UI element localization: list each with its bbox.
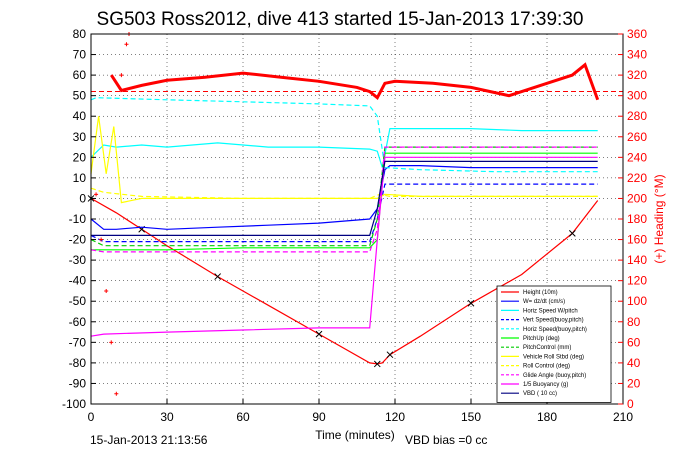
- legend-label: PitchUp (deg): [523, 336, 560, 342]
- legend-label: PitchControl (mm): [523, 345, 571, 351]
- right-tick-label: 300: [627, 89, 647, 103]
- right-tick-label: 80: [627, 315, 641, 329]
- series-line-4: [90, 97, 598, 173]
- right-tick-label: 340: [627, 48, 647, 62]
- x-tick-label: 180: [537, 410, 557, 424]
- series-line-8: [90, 187, 598, 199]
- series-line-6: [90, 146, 598, 247]
- heading-marker: [94, 192, 99, 197]
- series-line-3: [90, 183, 598, 243]
- right-tick-label: 160: [627, 233, 647, 247]
- legend-label: VBD ( 10 cc): [523, 391, 557, 397]
- series-line-10: [90, 156, 598, 337]
- x-tick-label: 60: [236, 410, 250, 424]
- left-tick-label: -80: [69, 356, 87, 370]
- left-tick-label: 60: [73, 68, 87, 82]
- left-tick-label: -20: [69, 233, 87, 247]
- series-line-0: [90, 197, 599, 365]
- height-marker: [373, 360, 381, 368]
- height-marker: [568, 230, 576, 237]
- legend-label: Height (10m): [523, 290, 558, 296]
- left-tick-label: -10: [69, 212, 87, 226]
- series-line-7: [90, 116, 598, 204]
- heading-line: [110, 62, 600, 101]
- left-tick-label: -100: [62, 397, 86, 411]
- right-axis-ticks: 0 20 40 60 80 100 120 140 160 180 200 220 240 260 280 3…: [618, 27, 647, 411]
- legend-label: Roll Control (deg): [523, 364, 570, 370]
- heading-marker: [99, 237, 104, 242]
- series-line-1: [90, 165, 598, 230]
- left-tick-label: 70: [73, 48, 87, 62]
- heading-marker: [104, 288, 109, 293]
- footer-timestamp: 15-Jan-2013 21:13:56: [90, 433, 208, 447]
- right-tick-label: 240: [627, 150, 647, 164]
- right-tick-label: 40: [627, 356, 641, 370]
- left-tick-label: 0: [79, 191, 86, 205]
- series-layer: [87, 97, 599, 368]
- legend-label: Horiz Speed(buoy,pitch): [523, 327, 587, 333]
- left-tick-label: 40: [73, 109, 87, 123]
- left-tick-label: -40: [69, 274, 87, 288]
- left-tick-label: 30: [73, 130, 87, 144]
- left-tick-label: 20: [73, 150, 87, 164]
- height-marker: [214, 273, 222, 280]
- right-tick-label: 200: [627, 191, 647, 205]
- heading-marker: [109, 340, 114, 345]
- legend-label: Glide Angle (buoy,pitch): [523, 373, 586, 379]
- right-tick-label: 140: [627, 253, 647, 267]
- series-line-11: [91, 160, 598, 236]
- left-tick-label: -50: [69, 294, 87, 308]
- left-tick-label: 10: [73, 171, 87, 185]
- right-tick-label: 60: [627, 335, 641, 349]
- right-tick-label: 100: [627, 294, 647, 308]
- x-tick-label: 0: [88, 410, 95, 424]
- height-marker: [467, 299, 475, 307]
- right-tick-label: 180: [627, 212, 647, 226]
- left-tick-label: 80: [73, 27, 87, 41]
- heading-layer: [91, 32, 623, 396]
- right-tick-label: 120: [627, 274, 647, 288]
- x-tick-label: 120: [385, 410, 405, 424]
- right-tick-label: 320: [627, 68, 647, 82]
- left-tick-label: -30: [69, 253, 87, 267]
- height-marker: [386, 351, 394, 359]
- right-tick-label: 220: [627, 171, 647, 185]
- legend-label: Vert Speed(buoy,pitch): [523, 318, 584, 324]
- legend-label: W= dz/dt (cm/s): [523, 299, 565, 305]
- left-tick-label: 50: [73, 89, 87, 103]
- heading-marker: [119, 73, 124, 78]
- series-line-5: [91, 152, 598, 251]
- right-tick-label: 280: [627, 109, 647, 123]
- legend-box: [496, 285, 612, 403]
- right-tick-label: 360: [627, 27, 647, 41]
- legend: Height (10m) W= dz/dt (cm/s) Horiz Speed W…: [496, 285, 612, 403]
- x-tick-label: 90: [312, 410, 326, 424]
- height-marker: [315, 330, 323, 338]
- right-tick-label: 20: [627, 376, 641, 390]
- left-tick-label: -90: [69, 376, 87, 390]
- x-tick-label: 30: [160, 410, 174, 424]
- heading-marker: [124, 42, 129, 47]
- right-tick-label: 260: [627, 130, 647, 144]
- left-tick-label: -70: [69, 335, 87, 349]
- right-axis-label: (+) Heading (°M): [652, 174, 666, 263]
- vbd-bias-note: VBD bias =0 cc: [405, 433, 487, 447]
- left-tick-label: -60: [69, 315, 87, 329]
- x-axis-label: Time (minutes): [315, 428, 395, 442]
- heading-marker: [114, 391, 119, 396]
- legend-label: 1/5 Buoyancy (g): [523, 382, 568, 388]
- x-tick-label: 210: [613, 410, 633, 424]
- left-axis-ticks: -100-90-80-70-60-50-40-30-20-10010203040…: [62, 27, 96, 411]
- legend-label: Horiz Speed W/pitch: [523, 308, 578, 314]
- series-line-2: [90, 128, 598, 168]
- chart-title: SG503 Ross2012, dive 413 started 15-Jan-…: [97, 9, 584, 30]
- legend-label: Vehicle Roll Stbd (deg): [523, 354, 584, 360]
- right-tick-label: 0: [627, 397, 634, 411]
- x-axis-ticks: 0 30 60 90 120 150 180 210: [88, 399, 633, 424]
- x-tick-label: 150: [461, 410, 481, 424]
